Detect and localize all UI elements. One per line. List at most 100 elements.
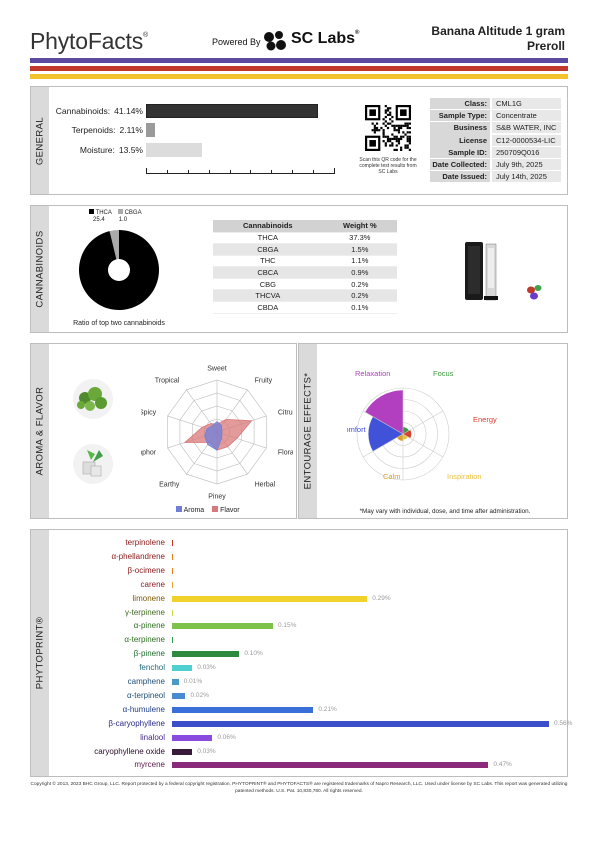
phytoprint-label: α-terpinene — [124, 635, 165, 645]
general-row-name: Cannabinoids: — [55, 106, 111, 116]
radar-axis-label: Citrusy — [278, 410, 293, 417]
footer-copyright: Copyright © 2013, 2023 BHC Group, LLC. R… — [30, 782, 568, 794]
general-bar — [146, 123, 155, 137]
table-row: CBDA 0.1% — [213, 301, 397, 314]
phytoprint-label: myrcene — [134, 760, 165, 770]
phytoprint-label: camphene — [127, 677, 165, 686]
cannabinoid-name: THC — [213, 255, 323, 268]
cannabinoid-weight: 1.1% — [322, 255, 397, 268]
phytoprint-value: 0.21% — [318, 705, 337, 713]
entourage-note: *May vary with individual, dose, and tim… — [359, 508, 531, 515]
entourage-comfort — [368, 416, 403, 452]
info-key: Date Issued: — [430, 171, 490, 183]
phytoprint-bar — [172, 553, 174, 560]
general-axis-tick — [229, 170, 231, 174]
phytoprint-value: 0.06% — [217, 733, 236, 741]
phytoprint-title: PHYTOPRINT® — [34, 616, 46, 690]
pie-caption: Ratio of top two cannabinoids — [73, 320, 165, 327]
legend-flavor: Flavor — [212, 506, 240, 514]
table-header-weight: Weight % — [322, 220, 397, 233]
product-name-line1: Banana Altitude 1 gram — [431, 24, 565, 38]
radar-axis-label: Herbal — [255, 481, 276, 488]
radar-axis-label: Earthy — [159, 481, 180, 488]
cannabinoid-table: Cannabinoids Weight % THCA 37.3% CBGA 1.5% T… — [213, 220, 397, 314]
phytoprint-sidetab: PHYTOPRINT® — [31, 530, 49, 776]
cannabinoid-weight: 0.2% — [322, 289, 397, 303]
table-row: THCVA 0.2% — [213, 289, 397, 303]
radar-series-aroma — [204, 421, 223, 451]
phytoprint-bar — [172, 748, 193, 755]
info-row: Sample Type: Concentrate — [430, 110, 561, 122]
legend-thca-value: 25.4 — [93, 217, 105, 223]
cannabinoid-name: CBCA — [213, 266, 323, 279]
entourage-title: ENTOURAGE EFFECTS* — [302, 372, 314, 490]
entourage-label: Energy — [473, 415, 497, 424]
phytoprint-value: 0.10% — [244, 650, 263, 658]
general-title: GENERAL — [34, 116, 46, 165]
radar-axis-label: Piney — [208, 494, 226, 501]
entourage-spoke — [402, 433, 443, 458]
phytoprint-bar — [172, 595, 368, 602]
radar-axis-label: Tropical — [155, 378, 180, 385]
phytoprint-bar — [172, 720, 549, 727]
hops-aroma-icon — [73, 379, 113, 419]
entourage-effects-chart: Relaxation Focus Energy Inspiration Calm Comf… — [347, 369, 497, 481]
phytoprint-value: 0.29% — [372, 594, 391, 602]
cannabinoid-pie-chart — [78, 230, 159, 310]
entourage-label: Focus — [433, 369, 454, 378]
cannabinoids-title: CANNABINOIDS — [34, 230, 46, 308]
entourage-focus — [403, 427, 409, 434]
qr-code-icon[interactable] — [365, 105, 411, 151]
entourage-calm — [397, 434, 403, 441]
cannabinoids-panel: CANNABINOIDS THCA CBGA 25.4 1.0 Ratio of… — [30, 205, 568, 333]
info-key: Class: — [430, 98, 490, 109]
header-stripe-yellow — [30, 74, 568, 79]
general-axis-tick — [334, 168, 335, 174]
phytoprint-bar — [172, 734, 213, 741]
general-axis-tick — [208, 170, 210, 174]
entourage-label: Comfort — [347, 425, 367, 434]
phytoprint-bar — [172, 567, 174, 574]
cannabinoid-name: CBGA — [213, 243, 323, 256]
radar-axis-label: Spicy — [141, 410, 157, 417]
info-value: CML1G — [492, 98, 561, 109]
table-header-cannabinoids: Cannabinoids — [213, 220, 323, 233]
table-row: CBCA 0.9% — [213, 266, 397, 279]
phytoprint-label: β-ocimene — [127, 565, 165, 575]
phytoprint-value: 0.01% — [183, 678, 203, 685]
pie-hole — [108, 259, 130, 281]
radar-axis-label: Sweet — [207, 366, 227, 373]
product-name-line2: Preroll — [526, 39, 565, 53]
sc-labs-logo-text: SC Labs® — [291, 30, 360, 47]
cannabinoid-name: THCA — [213, 232, 323, 245]
info-value: Concentrate — [492, 110, 561, 122]
phytoprint-bar — [172, 665, 193, 672]
aroma-radar-chart: Sweet Fruity Citrusy Floral Herbal Piney Earth… — [141, 366, 293, 501]
sc-labs-logo-icon — [264, 31, 286, 51]
product-preroll-image — [465, 242, 542, 301]
general-axis — [146, 173, 334, 174]
phytoprint-value: 0.47% — [493, 761, 512, 769]
info-value: S&B WATER, INC — [492, 122, 561, 134]
info-value: July 9th, 2025 — [492, 159, 561, 170]
phytoprint-bar — [172, 651, 240, 658]
aroma-flavor-panel: AROMA & FLAVOR Sweet Fruity Citrusy Floral H… — [30, 343, 297, 519]
phytoprint-value: 0.56% — [554, 719, 573, 727]
info-key: Sample ID: — [430, 146, 490, 158]
info-value: C12-0000534-LIC — [492, 134, 561, 146]
general-axis-tick — [292, 170, 294, 174]
phytoprint-label: caryophyllene oxide — [94, 746, 165, 756]
phytoprint-value: 0.03% — [197, 747, 216, 755]
entourage-spoke — [363, 410, 404, 435]
general-row-label: Moisture: 13.5% — [33, 145, 143, 155]
general-axis-tick — [250, 170, 252, 174]
info-row: Date Issued: July 14th, 2025 — [430, 171, 561, 183]
entourage-label: Relaxation — [355, 369, 390, 378]
info-row: Class: CML1G — [430, 98, 561, 109]
entourage-spoke — [402, 410, 443, 435]
info-row: License Number:C12-0000534-LIC — [430, 134, 561, 157]
phytoprint-label: carene — [140, 579, 165, 589]
phytoprint-bar — [172, 706, 314, 713]
cannabinoid-weight: 1.5% — [322, 243, 397, 256]
phytoprint-label: β-caryophyllene — [108, 718, 165, 728]
